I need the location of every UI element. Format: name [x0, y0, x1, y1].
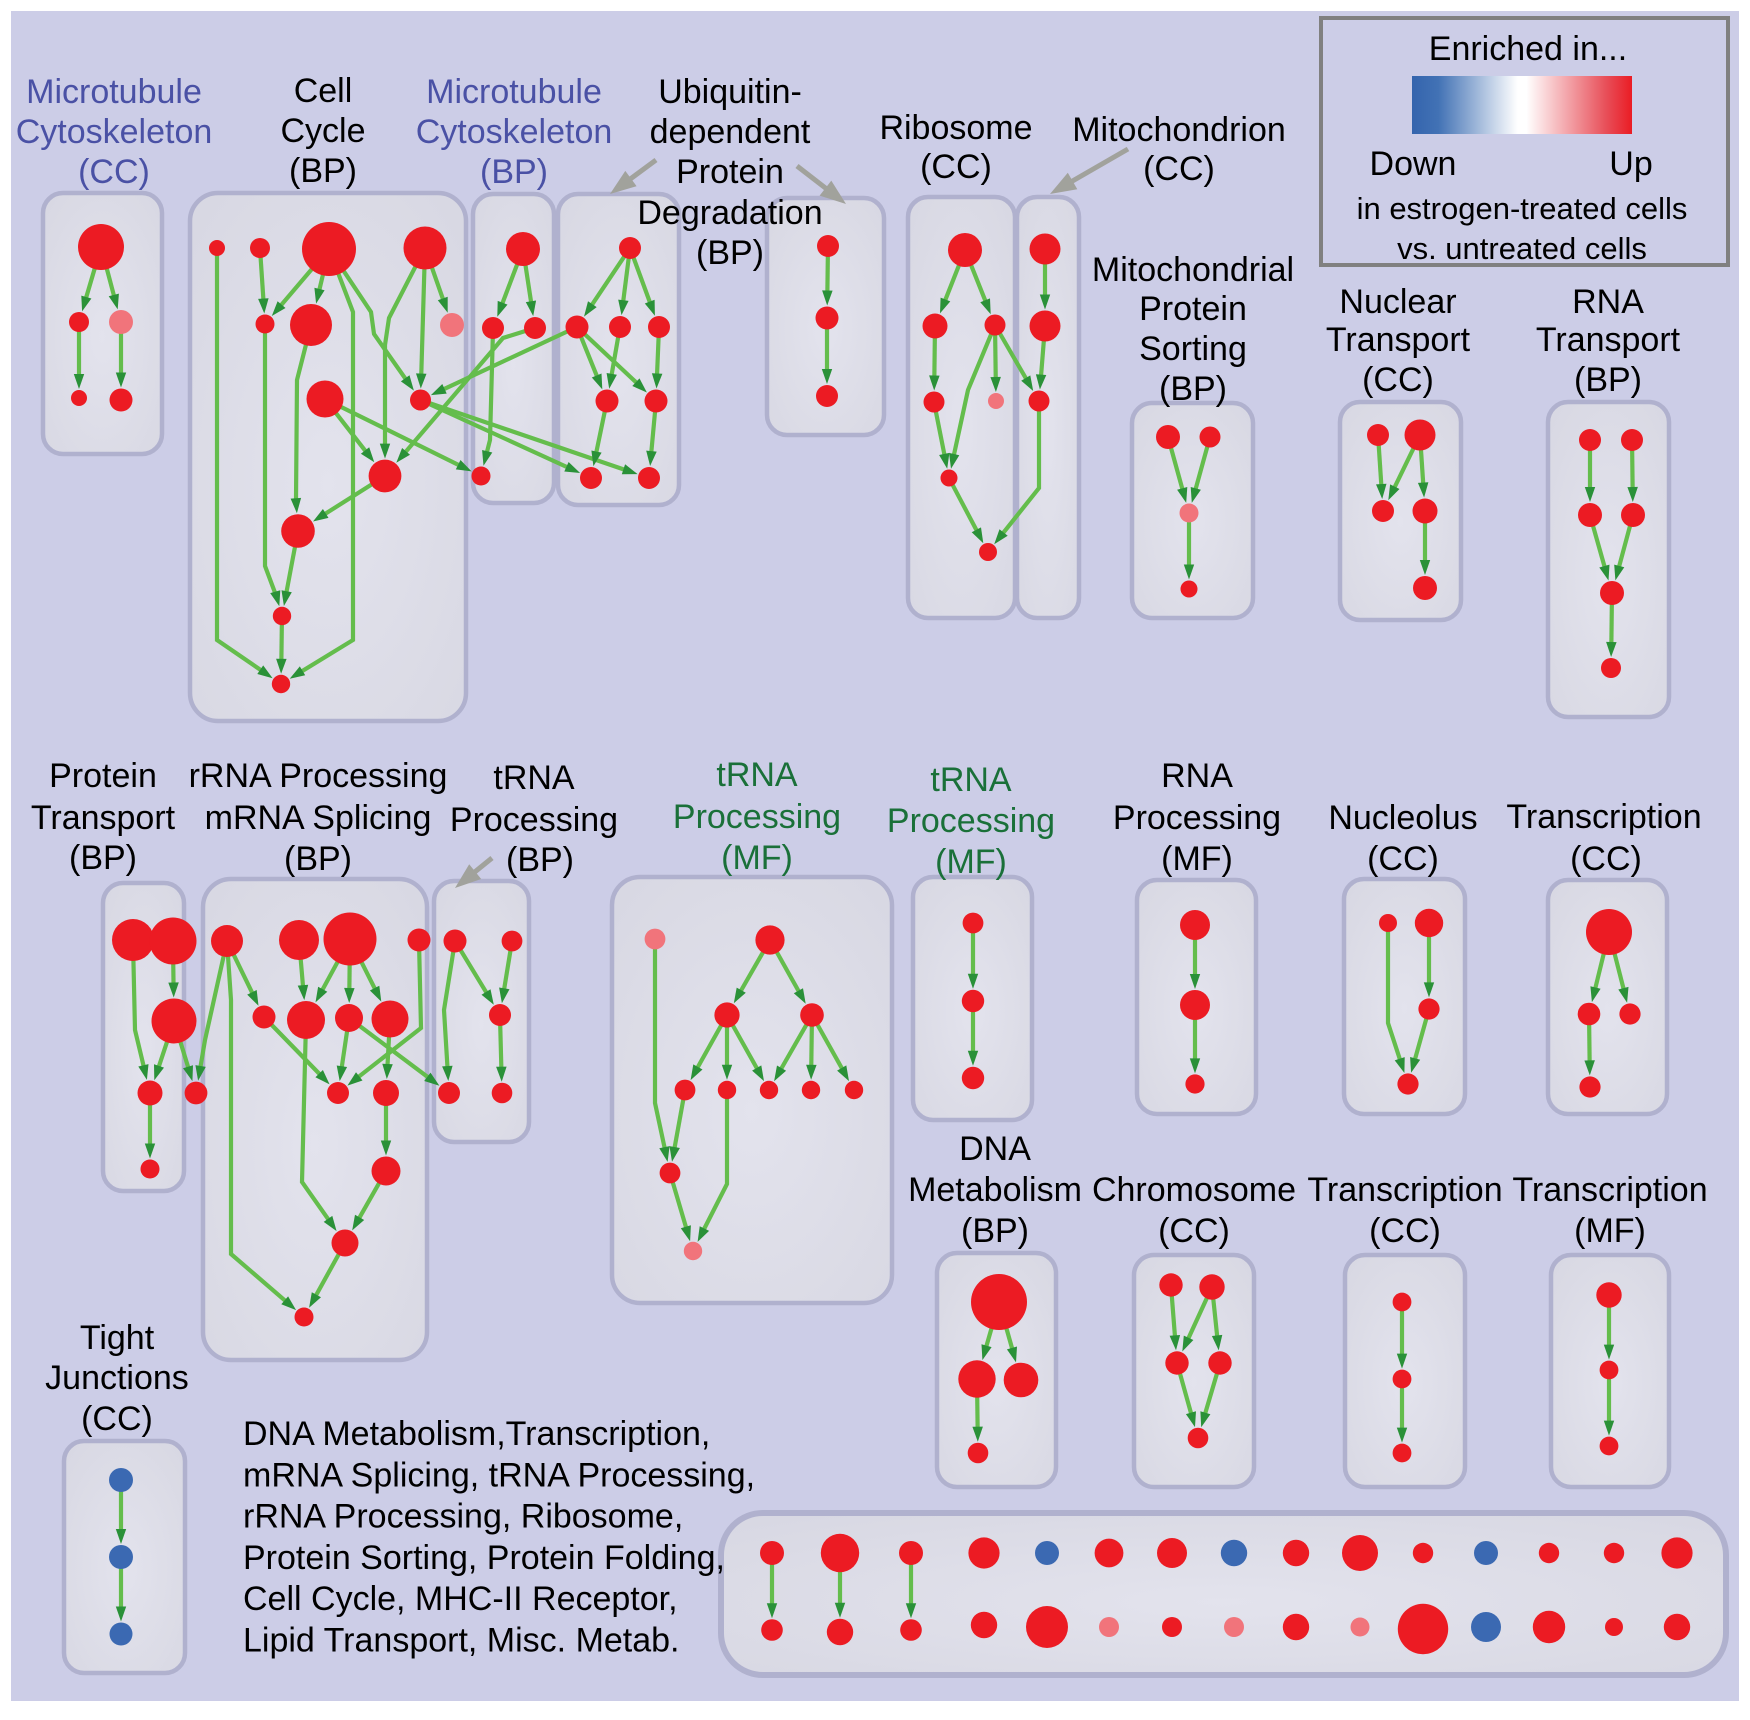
svg-text:Cytoskeleton: Cytoskeleton [416, 113, 613, 151]
svg-text:Metabolism: Metabolism [908, 1171, 1082, 1209]
svg-text:Up: Up [1609, 145, 1652, 183]
svg-text:Transcription: Transcription [1506, 798, 1701, 836]
svg-text:Mitochondrion: Mitochondrion [1072, 111, 1286, 149]
svg-text:Cytoskeleton: Cytoskeleton [16, 113, 213, 151]
svg-text:DNA Metabolism,Transcription,: DNA Metabolism,Transcription, [243, 1415, 710, 1453]
svg-text:Mitochondrial: Mitochondrial [1092, 251, 1294, 289]
svg-text:(BP): (BP) [480, 153, 548, 191]
svg-text:(BP): (BP) [1574, 361, 1642, 399]
svg-text:(CC): (CC) [1143, 150, 1215, 188]
svg-text:Microtubule: Microtubule [426, 73, 602, 111]
svg-text:(CC): (CC) [1570, 840, 1642, 878]
svg-text:Down: Down [1370, 145, 1457, 183]
svg-text:(CC): (CC) [81, 1400, 153, 1438]
svg-text:Cell: Cell [294, 72, 353, 110]
svg-text:Microtubule: Microtubule [26, 73, 202, 111]
svg-text:DNA: DNA [959, 1130, 1031, 1168]
svg-text:Processing: Processing [1113, 799, 1281, 837]
svg-text:dependent: dependent [650, 113, 811, 151]
svg-text:(BP): (BP) [284, 840, 352, 878]
svg-text:(MF): (MF) [1574, 1212, 1646, 1250]
svg-text:(BP): (BP) [289, 152, 357, 190]
svg-text:in estrogen-treated cells: in estrogen-treated cells [1357, 191, 1688, 226]
svg-text:Sorting: Sorting [1139, 330, 1247, 368]
svg-text:(BP): (BP) [961, 1212, 1029, 1250]
svg-text:rRNA Processing, Ribosome,: rRNA Processing, Ribosome, [243, 1498, 683, 1536]
svg-text:Transport: Transport [1536, 321, 1681, 359]
svg-text:RNA: RNA [1572, 283, 1644, 321]
svg-text:Nucleolus: Nucleolus [1328, 799, 1477, 837]
svg-text:Protein: Protein [676, 153, 784, 191]
svg-text:Junctions: Junctions [45, 1359, 189, 1397]
svg-text:(CC): (CC) [1158, 1212, 1230, 1250]
svg-text:(BP): (BP) [696, 234, 764, 272]
svg-text:Lipid Transport, Misc. Metab.: Lipid Transport, Misc. Metab. [243, 1622, 680, 1660]
svg-text:Transport: Transport [31, 799, 176, 837]
svg-text:(BP): (BP) [69, 839, 137, 877]
svg-text:Cycle: Cycle [280, 112, 365, 150]
svg-text:Chromosome: Chromosome [1092, 1171, 1296, 1209]
svg-text:Nuclear: Nuclear [1339, 283, 1456, 321]
svg-text:Ubiquitin-: Ubiquitin- [658, 73, 802, 111]
svg-text:(CC): (CC) [920, 148, 992, 186]
svg-text:(MF): (MF) [721, 839, 793, 877]
svg-text:Transcription: Transcription [1512, 1171, 1707, 1209]
svg-text:Protein: Protein [49, 757, 157, 795]
svg-text:Transport: Transport [1326, 321, 1471, 359]
svg-text:mRNA Splicing, tRNA Processing: mRNA Splicing, tRNA Processing, [243, 1456, 755, 1494]
svg-text:Processing: Processing [673, 798, 841, 836]
svg-text:(CC): (CC) [78, 153, 150, 191]
svg-text:Enriched in...: Enriched in... [1429, 30, 1627, 68]
svg-text:(CC): (CC) [1369, 1212, 1441, 1250]
svg-text:Protein Sorting, Protein Foldi: Protein Sorting, Protein Folding, [243, 1539, 725, 1577]
svg-text:Ribosome: Ribosome [879, 109, 1032, 147]
svg-text:Transcription: Transcription [1307, 1171, 1502, 1209]
svg-text:(BP): (BP) [506, 841, 574, 879]
svg-text:RNA: RNA [1161, 757, 1233, 795]
svg-text:(CC): (CC) [1362, 361, 1434, 399]
svg-text:vs. untreated cells: vs. untreated cells [1397, 231, 1647, 266]
svg-text:(MF): (MF) [935, 843, 1007, 881]
svg-text:Degradation: Degradation [637, 194, 822, 232]
svg-text:(CC): (CC) [1367, 840, 1439, 878]
svg-text:tRNA: tRNA [493, 759, 575, 797]
svg-text:Cell Cycle, MHC-II Receptor,: Cell Cycle, MHC-II Receptor, [243, 1580, 678, 1618]
svg-text:(MF): (MF) [1161, 840, 1233, 878]
svg-text:rRNA Processing: rRNA Processing [189, 757, 448, 795]
svg-text:tRNA: tRNA [716, 756, 798, 794]
svg-text:Protein: Protein [1139, 290, 1247, 328]
svg-text:mRNA Splicing: mRNA Splicing [205, 799, 432, 837]
svg-text:Tight: Tight [80, 1319, 155, 1357]
svg-text:Processing: Processing [887, 802, 1055, 840]
svg-text:(BP): (BP) [1159, 370, 1227, 408]
svg-text:tRNA: tRNA [930, 761, 1012, 799]
svg-text:Processing: Processing [450, 801, 618, 839]
